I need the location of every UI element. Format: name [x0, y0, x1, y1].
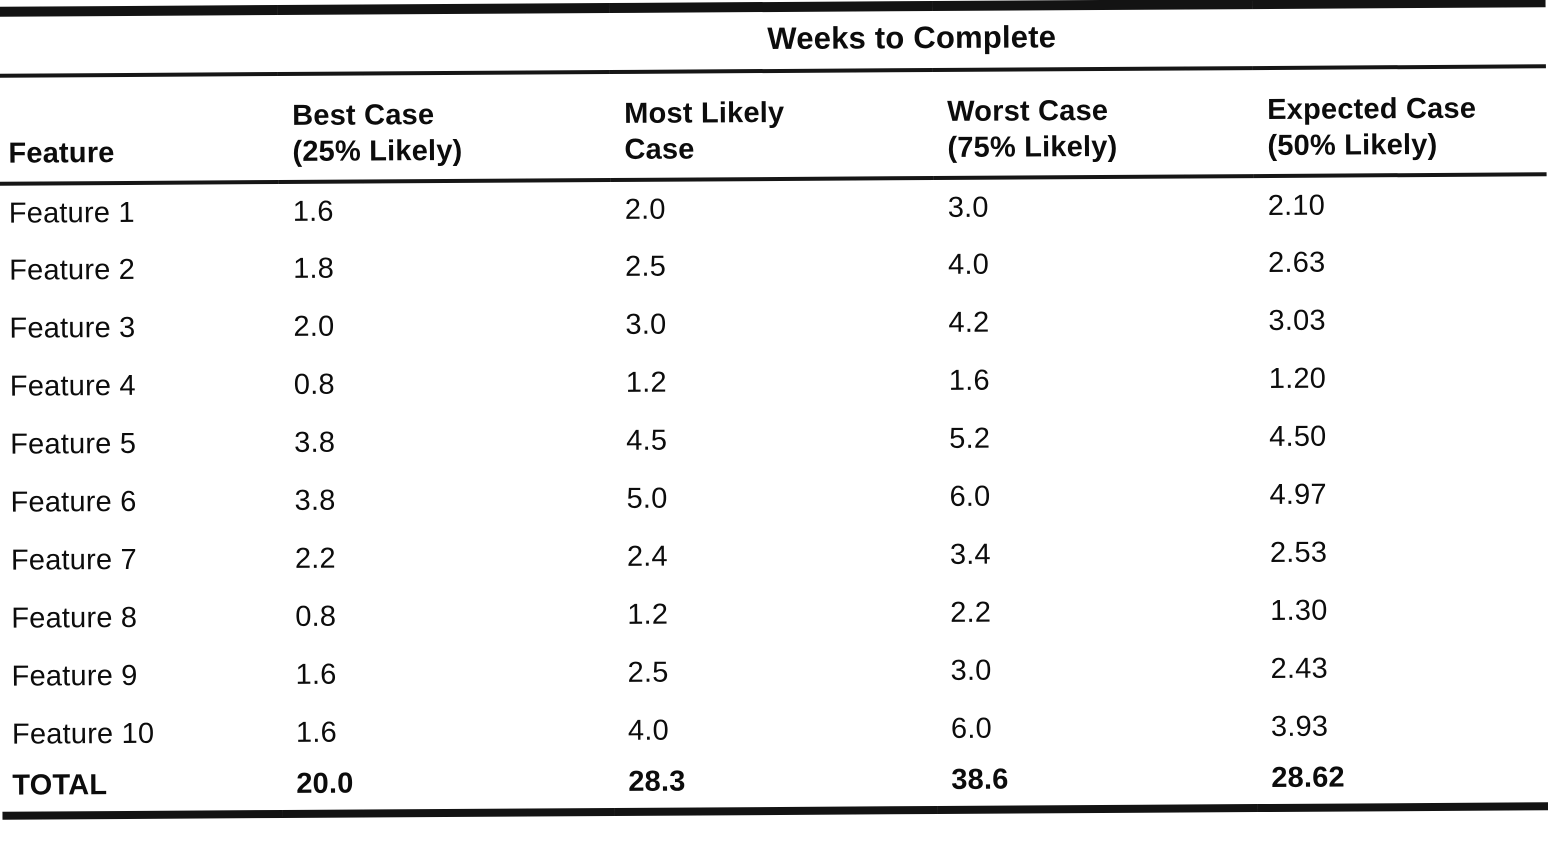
feature-cell: Feature 1: [8, 196, 135, 230]
expected-case-cell: 2.63: [1268, 246, 1326, 279]
best-case-cell: 1.6: [292, 195, 334, 228]
table-row: Feature 4 0.8 1.2 1.6 1.20: [0, 348, 1548, 415]
expected-case-cell: 3.03: [1268, 304, 1326, 337]
best-case-cell: 1.8: [293, 252, 335, 285]
column-header-label: Best Case: [292, 98, 435, 132]
column-header-best-case: Best Case (25% Likely): [278, 72, 611, 182]
best-case-cell: 0.8: [293, 368, 335, 401]
table-row: Feature 7 2.2 2.4 3.4 2.53: [1, 522, 1548, 589]
column-header-feature: Feature: [0, 74, 279, 184]
expected-case-cell: 2.43: [1270, 652, 1328, 685]
spanning-header-spacer: [0, 10, 278, 76]
most-likely-cell: 4.0: [627, 714, 669, 747]
table-row: Feature 8 0.8 1.2 2.2 1.30: [1, 580, 1548, 647]
expected-case-cell: 3.93: [1270, 710, 1329, 743]
table-row: Feature 2 1.8 2.5 4.0 2.63: [0, 232, 1547, 299]
best-case-cell: 1.6: [295, 716, 337, 749]
expected-case-cell: 4.97: [1269, 478, 1327, 511]
estimation-table-wrapper: Weeks to Complete Feature Best Case (25%…: [0, 0, 1548, 820]
most-likely-cell: 2.5: [625, 250, 667, 283]
total-most-likely-cell: 28.3: [628, 765, 686, 798]
worst-case-cell: 5.2: [949, 422, 991, 455]
worst-case-cell: 3.4: [949, 538, 991, 571]
feature-cell: Feature 8: [11, 601, 138, 635]
column-header-label: Feature: [8, 136, 115, 170]
column-header-sublabel: (50% Likely): [1267, 128, 1438, 162]
total-expected-case-cell: 28.62: [1271, 761, 1345, 794]
expected-case-cell: 1.20: [1268, 362, 1327, 395]
worst-case-cell: 1.6: [948, 364, 990, 397]
column-header-expected-case: Expected Case (50% Likely): [1253, 66, 1547, 176]
expected-case-cell: 4.50: [1269, 420, 1327, 453]
column-header-most-likely: Most Likely Case: [610, 70, 934, 180]
feature-cell: Feature 3: [9, 311, 136, 345]
best-case-cell: 0.8: [295, 600, 337, 633]
feature-cell: Feature 2: [9, 253, 136, 287]
most-likely-cell: 1.2: [627, 598, 669, 631]
best-case-cell: 1.6: [295, 658, 337, 691]
table-row: Feature 1 1.6 2.0 3.0 2.10: [0, 174, 1547, 241]
expected-case-cell: 1.30: [1270, 594, 1328, 627]
table-row: Feature 6 3.8 5.0 6.0 4.97: [0, 464, 1548, 531]
feature-cell: Feature 9: [11, 659, 138, 693]
feature-cell: Feature 7: [10, 543, 137, 577]
column-header-label: Expected Case: [1267, 92, 1477, 126]
most-likely-cell: 1.2: [625, 366, 667, 399]
column-header-label: Most Likely: [624, 96, 785, 130]
column-header-sublabel: (25% Likely): [292, 134, 463, 168]
table-row: Feature 5 3.8 4.5 5.2 4.50: [0, 406, 1548, 473]
total-label: TOTAL: [12, 768, 108, 802]
worst-case-cell: 2.2: [950, 596, 992, 629]
feature-cell: Feature 6: [10, 485, 137, 519]
expected-case-cell: 2.10: [1267, 189, 1326, 222]
best-case-cell: 3.8: [294, 426, 336, 459]
feature-cell: Feature 10: [11, 717, 155, 751]
worst-case-cell: 6.0: [950, 712, 992, 745]
column-header-sublabel: Case: [624, 133, 695, 166]
total-best-case-cell: 20.0: [296, 767, 354, 800]
expected-case-cell: 2.53: [1269, 536, 1328, 569]
column-header-label: Worst Case: [947, 94, 1109, 128]
column-header-row: Feature Best Case (25% Likely) Most Like…: [0, 66, 1547, 184]
most-likely-cell: 2.4: [626, 540, 668, 573]
worst-case-cell: 4.0: [948, 248, 990, 281]
feature-cell: Feature 5: [10, 427, 137, 461]
column-header-worst-case: Worst Case (75% Likely): [933, 68, 1254, 178]
most-likely-cell: 5.0: [626, 482, 668, 515]
best-case-cell: 3.8: [294, 484, 336, 517]
column-header-sublabel: (75% Likely): [947, 130, 1118, 164]
spanning-header-row: Weeks to Complete: [0, 2, 1546, 76]
total-row: TOTAL 20.0 28.3 38.6 28.62: [2, 754, 1548, 815]
feature-cell: Feature 4: [9, 369, 136, 403]
worst-case-cell: 3.0: [950, 654, 992, 687]
best-case-cell: 2.0: [293, 310, 335, 343]
most-likely-cell: 2.0: [624, 193, 666, 226]
worst-case-cell: 6.0: [949, 480, 991, 513]
total-worst-case-cell: 38.6: [951, 763, 1009, 796]
worst-case-cell: 3.0: [947, 191, 989, 224]
most-likely-cell: 4.5: [626, 424, 668, 457]
estimation-table: Weeks to Complete Feature Best Case (25%…: [0, 0, 1548, 820]
spanning-header: Weeks to Complete: [767, 19, 1057, 57]
most-likely-cell: 3.0: [625, 308, 667, 341]
best-case-cell: 2.2: [294, 542, 336, 575]
worst-case-cell: 4.2: [948, 306, 990, 339]
table-row: Feature 3 2.0 3.0 4.2 3.03: [0, 290, 1548, 357]
table-row: Feature 9 1.6 2.5 3.0 2.43: [1, 638, 1548, 705]
most-likely-cell: 2.5: [627, 656, 669, 689]
table-row: Feature 10 1.6 4.0 6.0 3.93: [2, 696, 1548, 763]
